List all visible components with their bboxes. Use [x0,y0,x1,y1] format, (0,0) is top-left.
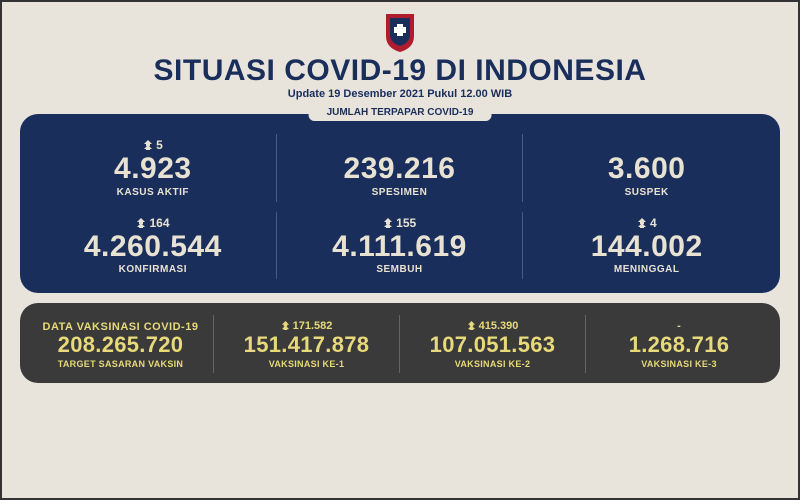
infographic-container: SITUASI COVID-19 DI INDONESIA Update 19 … [2,2,798,498]
stat-value: 144.002 [591,231,703,263]
delta-value: - [677,319,681,333]
stat-meninggal: 4 144.002 MENINGGAL [523,212,770,280]
delta-value: 415.390 [479,320,519,332]
main-title: SITUASI COVID-19 DI INDONESIA [154,56,647,86]
bnpb-logo [378,10,422,54]
vax-label: VAKSINASI KE-2 [455,359,531,369]
stat-kasus-aktif: 5 4.923 KASUS AKTIF [30,134,277,202]
vax-target: DATA VAKSINASI COVID-19 208.265.720 TARG… [28,315,214,373]
stat-label: KONFIRMASI [119,264,187,275]
delta-value: 171.582 [293,320,333,332]
vax-value: 107.051.563 [430,333,556,357]
stat-value: 3.600 [608,153,686,185]
covid-stats-panel: JUMLAH TERPAPAR COVID-19 5 4.923 KASUS A… [20,114,780,293]
covid-panel-tab: JUMLAH TERPAPAR COVID-19 [309,104,492,121]
stat-label: KASUS AKTIF [117,187,189,198]
vax-dose-2: 415.390 107.051.563 VAKSINASI KE-2 [400,315,586,373]
delta-value: 164 [149,216,169,230]
delta-value: 4 [650,216,657,230]
stat-value: 4.260.544 [84,231,222,263]
delta-up-icon: 171.582 [281,319,333,333]
delta-value: 155 [396,216,416,230]
delta-up-icon: 4 [637,216,657,231]
delta-up-icon: 155 [383,216,416,231]
stat-label: MENINGGAL [614,264,680,275]
delta-value: 5 [156,138,163,152]
stat-label: SPESIMEN [372,187,428,198]
vax-label: VAKSINASI KE-3 [641,359,717,369]
vax-value: 151.417.878 [244,333,370,357]
vaccination-panel: DATA VAKSINASI COVID-19 208.265.720 TARG… [20,303,780,383]
vax-dose-3: - 1.268.716 VAKSINASI KE-3 [586,315,772,373]
vax-label: TARGET SASARAN VAKSIN [58,359,183,369]
delta-up-icon: 415.390 [467,319,519,333]
stat-konfirmasi: 164 4.260.544 KONFIRMASI [30,212,277,280]
stat-sembuh: 155 4.111.619 SEMBUH [277,212,524,280]
stat-suspek: 3.600 SUSPEK [523,134,770,202]
vax-value: 1.268.716 [629,333,730,357]
stat-value: 239.216 [344,153,456,185]
vax-dose-1: 171.582 151.417.878 VAKSINASI KE-1 [214,315,400,373]
delta-up-icon: 164 [136,216,169,231]
delta-up-icon: 5 [143,138,163,153]
stat-value: 4.111.619 [332,231,467,263]
update-subtitle: Update 19 Desember 2021 Pukul 12.00 WIB [288,88,512,100]
stat-label: SEMBUH [376,264,422,275]
stat-label: SUSPEK [625,187,669,198]
vax-value: 208.265.720 [58,333,184,357]
vax-label: VAKSINASI KE-1 [269,359,345,369]
stat-spesimen: 239.216 SPESIMEN [277,134,524,202]
stat-value: 4.923 [114,153,192,185]
